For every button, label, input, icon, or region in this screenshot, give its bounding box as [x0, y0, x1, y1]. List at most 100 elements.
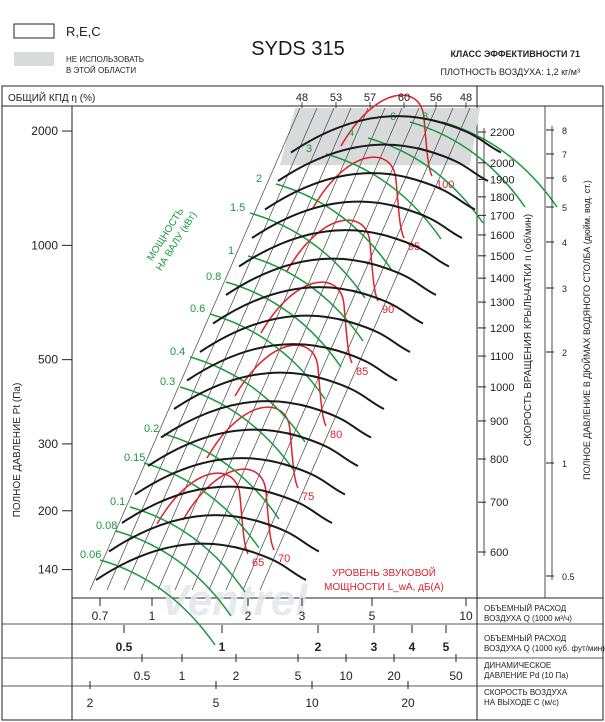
chart-header: R,E,C НЕ ИСПОЛЬЗОВАТЬ В ЭТОЙ ОБЛАСТИ SYD…	[13, 23, 580, 77]
efficiency-grid-line	[123, 107, 335, 591]
legend-series-swatch	[13, 23, 55, 39]
x-axis-tick-label: 10	[305, 696, 319, 710]
noise-level-label: 65	[252, 557, 264, 569]
speed-tick-label: 700	[490, 497, 508, 509]
efficiency-tick-label: 60	[398, 92, 410, 104]
speed-tick-label: 1600	[490, 230, 514, 242]
speed-curve	[264, 172, 476, 211]
noise-curve	[234, 344, 327, 427]
x-axis-tick-label: 0.5	[134, 669, 151, 683]
chart-frame	[1, 85, 604, 721]
speed-curve	[212, 286, 424, 325]
x-axis-tick-label: 10	[459, 609, 473, 623]
x-axis-label-line-1: ДИНАМИЧЕСКОЕ	[484, 661, 551, 670]
efficiency-ticks: 48 53 57 60 56 48	[296, 92, 472, 108]
inwg-tick-label: 1	[562, 459, 567, 469]
inwg-axis: 0.5 1 2 3 4 5 6 7 8	[546, 126, 575, 582]
air-density: ПЛОТНОСТЬ ВОЗДУХА: 1,2 кг/м³	[441, 67, 580, 77]
speed-tick-label: 1300	[490, 297, 514, 309]
x-axis-label-line-2: НА ВЫХОДЕ C (м/с)	[484, 698, 559, 707]
power-line	[143, 462, 260, 549]
speed-curve	[108, 514, 320, 553]
x-axis-tick-label: 0.7	[92, 609, 109, 623]
power-level-label: 0.15	[124, 452, 145, 464]
power-line	[179, 386, 296, 473]
power-level-label: 0.8	[206, 271, 221, 283]
x-axis-tick-label: 1	[149, 609, 156, 623]
power-level-label: 0.6	[190, 303, 205, 315]
speed-tick-label: 1500	[490, 251, 514, 263]
inwg-tick-label: 3	[562, 284, 567, 294]
noise-level-label: 80	[330, 429, 342, 441]
x-axis-tick-label: 4	[409, 640, 416, 654]
efficiency-tick-label: 48	[296, 92, 308, 104]
speed-tick-label: 1800	[490, 192, 514, 204]
speed-tick-label: 2200	[490, 127, 514, 139]
x-axis-tick-label: 5	[443, 640, 450, 654]
speed-curve	[199, 314, 411, 353]
speed-tick-label: 1400	[490, 273, 514, 285]
speed-curve	[238, 229, 450, 268]
power-level-label: 0.3	[160, 376, 175, 388]
x-axis-label-line-1: ОБЪЕМНЫЙ РАСХОД	[484, 604, 567, 613]
x-axis-tick-label: 20	[387, 669, 401, 683]
power-line	[325, 153, 442, 240]
efficiency-class: КЛАСС ЭФФЕКТИВНОСТИ 71	[450, 49, 580, 59]
pressure-tick-label: 1000	[31, 238, 58, 252]
speed-curve	[277, 143, 489, 182]
inwg-tick-label: 5	[562, 203, 567, 213]
pressure-tick-label: 2000	[31, 124, 58, 138]
x-axis-label-line-2: ВОЗДУХА Q (1000 м³/ч)	[484, 614, 572, 623]
efficiency-tick-label: 48	[460, 92, 472, 104]
noise-label-line-2: МОЩНОСТИ L_wA, дБ(А)	[324, 582, 444, 593]
power-line	[99, 559, 216, 646]
power-level-label: 2	[256, 173, 262, 185]
speed-curve	[147, 428, 359, 467]
efficiency-grid-line	[208, 107, 420, 591]
power-line	[249, 212, 366, 299]
inwg-tick-label: 7	[562, 150, 567, 160]
power-line	[129, 506, 246, 593]
power-level-label: 1.5	[230, 202, 245, 214]
efficiency-grid-line	[259, 107, 471, 591]
x-axis-tick-label: 2	[315, 640, 322, 654]
speed-axis-label: СКОРОСТЬ ВРАЩЕНИЯ КРЫЛЬЧАТКИ n (об/мин)	[522, 214, 534, 446]
power-level-label: 0.08	[96, 520, 117, 532]
speed-axis: 600 700 800 900 1000 1100 1200 1300 1400 1500 1600…	[478, 127, 514, 559]
pressure-axis-label: ПОЛНОЕ ДАВЛЕНИЕ Pt (Па)	[12, 383, 23, 518]
power-level-label: 0.1	[110, 496, 125, 508]
power-line	[189, 356, 306, 443]
x-axis-label-line-1: СКОРОСТЬ ВОЗДУХА	[484, 688, 568, 697]
inwg-tick-label: 2	[562, 348, 567, 358]
inwg-axis-label: ПОЛНОЕ ДАВЛЕНИЕ В ДЮЙМАХ ВОДЯНОГО СТОЛБА…	[581, 180, 592, 480]
speed-curve	[134, 457, 346, 496]
speed-tick-label: 800	[490, 454, 508, 466]
power-line	[409, 121, 526, 208]
efficiency-axis-label: ОБЩИЙ КПД η (%)	[8, 91, 95, 104]
x-axis-tick-label: 2	[245, 609, 252, 623]
x-axis-label-line-2: ВОЗДУХА Q (1000 куб. фут/мин)	[484, 644, 605, 653]
legend-forbidden-swatch	[14, 52, 54, 66]
noise-curve	[206, 406, 299, 489]
speed-tick-label: 1100	[490, 351, 514, 363]
efficiency-tick-label: 53	[330, 92, 342, 104]
power-level-label: 8	[422, 111, 428, 123]
x-axis-tick-label: 5	[295, 669, 302, 683]
noise-curve	[260, 281, 353, 364]
power-level-label: 4	[348, 127, 354, 139]
x-axis-tick-label: 5	[213, 696, 220, 710]
x-axis-tick-label: 3	[299, 609, 306, 623]
speed-curve	[121, 485, 333, 524]
speed-tick-label: 1000	[490, 382, 514, 394]
efficiency-grid-line	[89, 107, 301, 591]
speed-curve	[95, 542, 307, 581]
speed-tick-label: 2000	[490, 158, 514, 170]
x-axis-tick-label: 1	[219, 640, 226, 654]
model-title: SYDS 315	[251, 38, 344, 60]
speed-curve	[251, 200, 463, 239]
power-level-label: 0.2	[144, 423, 159, 435]
x-axis-tick-label: 20	[401, 696, 415, 710]
x-axis-label-line-2: ДАВЛЕНИЕ Pd (10 Па)	[484, 671, 569, 680]
